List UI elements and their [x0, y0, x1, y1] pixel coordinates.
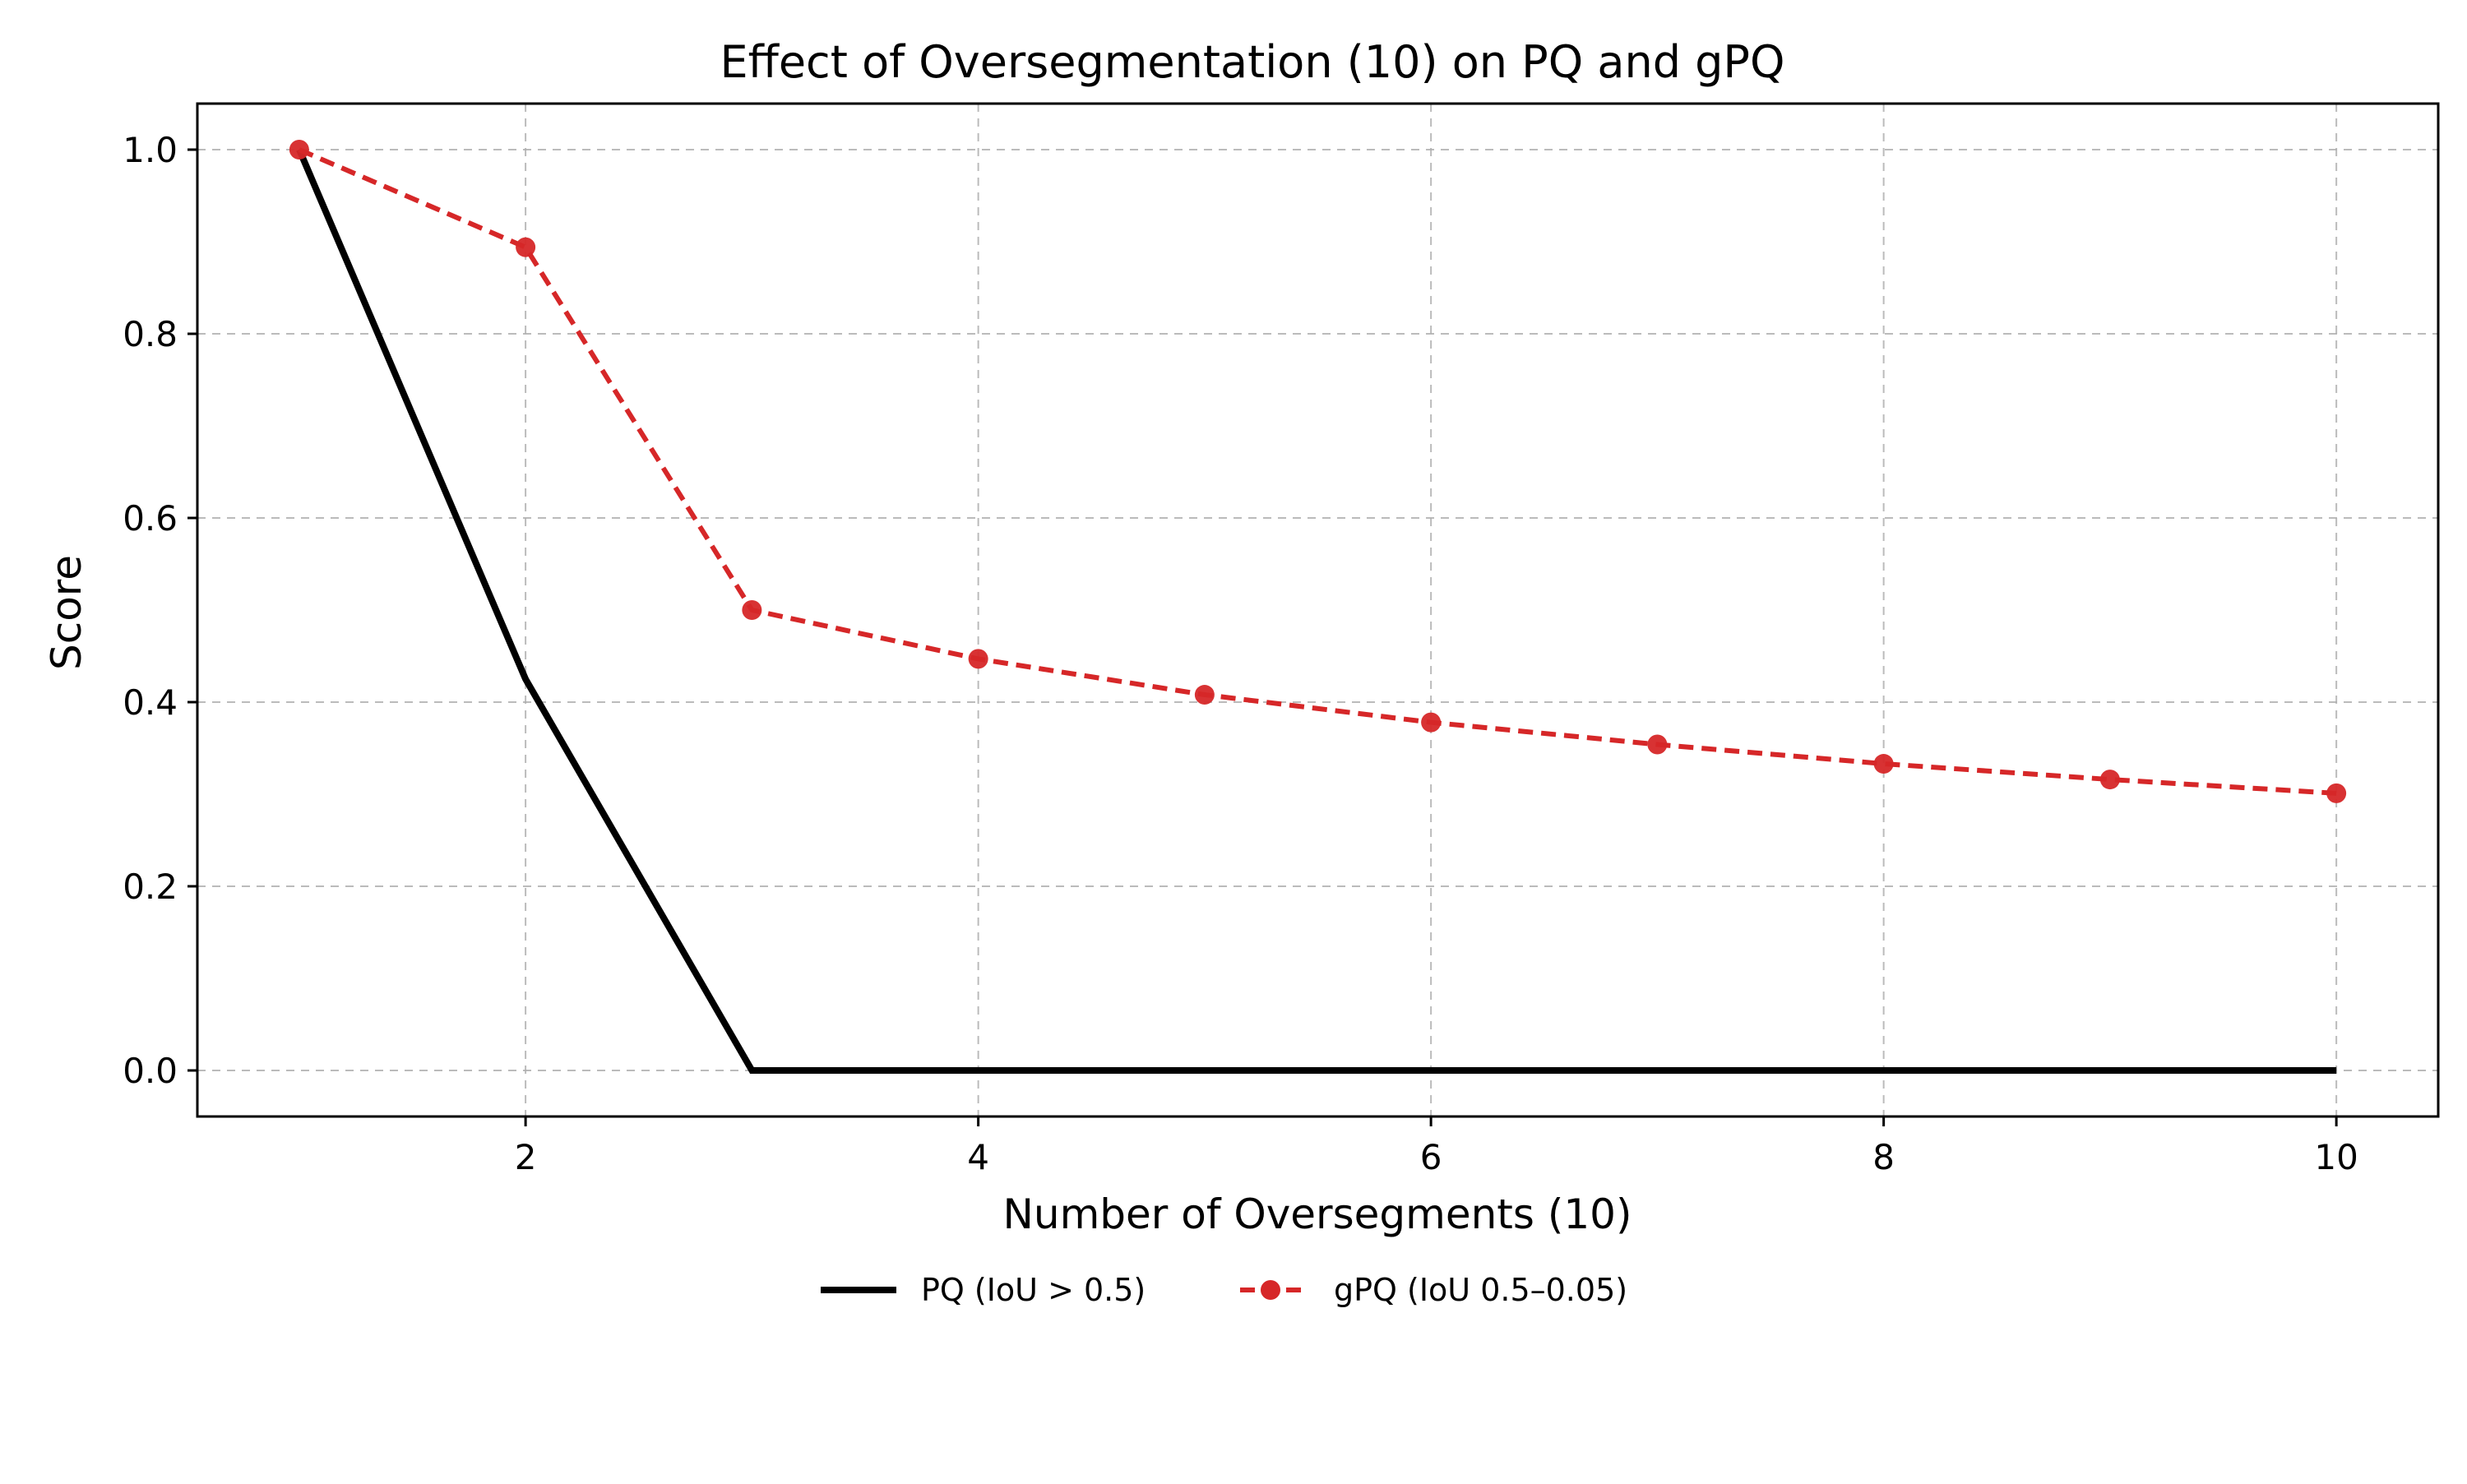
gpq-data-point [742, 600, 762, 620]
y-axis-label: Score [43, 555, 90, 670]
gpq-data-point [1873, 754, 1894, 774]
x-tick-label: 8 [1872, 1137, 1895, 1177]
legend-marker-gpq [1261, 1280, 1280, 1300]
gpq-data-point [968, 649, 988, 669]
gpq-data-point [1647, 734, 1668, 755]
y-tick-label: 0.4 [123, 682, 178, 723]
gpq-data-point [1194, 685, 1215, 705]
gpq-data-point [289, 140, 309, 159]
series-line-gpq [298, 147, 2337, 796]
gpq-data-point [2099, 770, 2120, 790]
legend-label-gpq: gPQ (IoU 0.5–0.05) [1334, 1272, 1627, 1308]
plot-frame [196, 102, 2440, 1118]
y-tick-label: 0.2 [123, 867, 178, 907]
series-layer [289, 140, 2347, 1074]
x-tick-label: 4 [967, 1137, 989, 1177]
y-tick-label: 0.0 [123, 1051, 178, 1091]
series-line-pq [296, 148, 2337, 1074]
gpq-data-point [516, 237, 536, 257]
chart-title: Effect of Oversegmentation (10) on PQ an… [720, 36, 1785, 88]
legend-label-pq: PQ (IoU > 0.5) [921, 1272, 1146, 1308]
x-tick-label: 10 [2314, 1137, 2358, 1177]
x-tick-label: 2 [515, 1137, 537, 1177]
x-tick-label: 6 [1420, 1137, 1442, 1177]
y-tick-label: 1.0 [123, 130, 178, 170]
legend: PQ (IoU > 0.5) gPQ (IoU 0.5–0.05) [821, 1272, 1627, 1308]
gpq-data-point [2326, 783, 2347, 803]
y-tick-label: 0.6 [123, 498, 178, 539]
y-tick-label: 0.8 [123, 314, 178, 354]
gpq-data-point [1421, 712, 1442, 733]
x-axis-label: Number of Oversegments (10) [1003, 1190, 1632, 1238]
axis-ticks: 2 4 6 8 10 0.0 0.2 0.4 0.6 0.8 1.0 [123, 130, 2358, 1177]
